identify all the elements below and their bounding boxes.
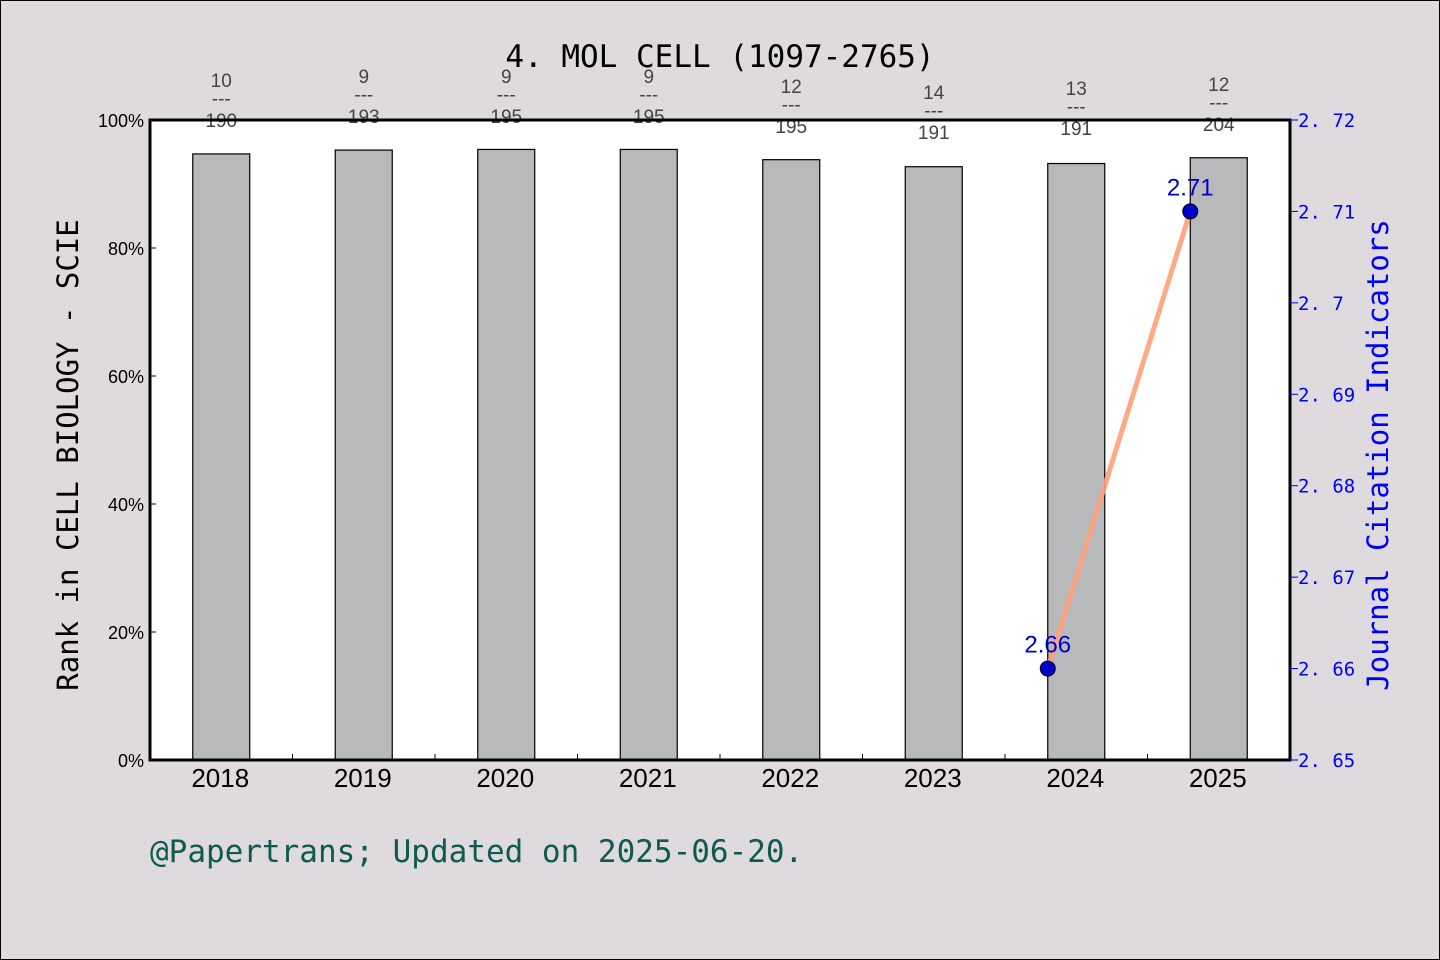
jci-marker-2025	[1182, 203, 1199, 220]
x-tick-label: 2018	[191, 763, 249, 793]
jci-value-label: 2.71	[1167, 174, 1214, 201]
y-axis-label-left: Rank in CELL BIOLOGY - SCIE	[51, 219, 85, 690]
x-tick-label: 2025	[1189, 763, 1247, 793]
bar-2018	[192, 153, 251, 761]
y-tick-label: 0%	[118, 751, 144, 771]
rank-annotation-2019: 9---193	[348, 67, 380, 128]
left-axis: 0% 20% 40% 60% 80% 100%	[98, 111, 156, 771]
y-right-tick-label: 2. 72	[1298, 110, 1355, 132]
rank-annotation-2025: 12---204	[1203, 75, 1235, 136]
svg-text:9: 9	[358, 67, 369, 88]
rank-annotations: 10---1909---1939---1959---19512---19514-…	[205, 67, 1235, 144]
y-tick-label: 60%	[108, 367, 144, 387]
svg-text:195: 195	[775, 117, 807, 138]
svg-text:---: ---	[782, 95, 801, 116]
x-tick-label: 2020	[476, 763, 534, 793]
y-tick-label: 20%	[108, 623, 144, 643]
svg-text:14: 14	[923, 83, 945, 104]
svg-text:191: 191	[1060, 119, 1092, 140]
svg-text:12: 12	[1208, 75, 1229, 96]
x-tick-label: 2021	[619, 763, 677, 793]
svg-text:---: ---	[497, 85, 516, 106]
svg-text:204: 204	[1203, 115, 1235, 136]
svg-text:---: ---	[354, 85, 373, 106]
y-tick-label: 40%	[108, 495, 144, 515]
svg-text:9: 9	[643, 67, 654, 88]
x-tick-label: 2022	[761, 763, 819, 793]
bar-2023	[904, 166, 963, 761]
y-axis-label-right: Journal Citation Indicators	[1361, 219, 1395, 690]
y-tick-label: 100%	[98, 111, 144, 131]
y-right-tick-label: 2. 65	[1298, 750, 1355, 772]
rank-annotation-2020: 9---195	[490, 67, 522, 128]
bar-series	[192, 148, 1248, 761]
svg-text:195: 195	[633, 107, 665, 128]
y-right-tick-label: 2. 7	[1298, 293, 1344, 315]
footer-credit: @Papertrans; Updated on 2025-06-20.	[150, 834, 804, 870]
svg-text:---: ---	[924, 101, 943, 122]
jci-line	[1045, 210, 1193, 670]
rank-annotation-2018: 10---190	[205, 71, 237, 132]
svg-text:191: 191	[918, 123, 950, 144]
svg-text:---: ---	[1209, 93, 1228, 114]
svg-text:13: 13	[1066, 79, 1087, 100]
rank-annotation-2023: 14---191	[918, 83, 950, 144]
right-axis: 2. 65 2. 66 2. 67 2. 68 2. 69 2. 7 2. 71 2. 72	[1290, 110, 1355, 772]
rank-annotation-2021: 9---195	[633, 67, 665, 128]
y-right-tick-label: 2. 67	[1298, 567, 1355, 589]
bar-2019	[334, 149, 393, 761]
svg-text:195: 195	[490, 107, 522, 128]
y-right-tick-label: 2. 69	[1298, 384, 1355, 406]
rank-annotation-2024: 13---191	[1060, 79, 1092, 140]
rank-annotation-2022: 12---195	[775, 77, 807, 138]
y-tick-label: 80%	[108, 239, 144, 259]
jci-marker-2024	[1039, 660, 1056, 677]
x-tick-label: 2019	[334, 763, 392, 793]
svg-text:---: ---	[1067, 97, 1086, 118]
bar-2022	[762, 159, 821, 761]
bar-2021	[619, 148, 678, 761]
x-tick-label: 2023	[904, 763, 962, 793]
x-tick-label: 2024	[1046, 763, 1104, 793]
svg-text:9: 9	[501, 67, 512, 88]
bar-2025	[1189, 157, 1248, 761]
chart-title: 4. MOL CELL (1097-2765)	[505, 39, 934, 75]
bar-2020	[477, 148, 536, 761]
svg-text:193: 193	[348, 107, 380, 128]
svg-text:12: 12	[781, 77, 802, 98]
bar-2024	[1047, 162, 1106, 761]
svg-text:10: 10	[211, 71, 232, 92]
svg-text:---: ---	[639, 85, 658, 106]
y-right-tick-label: 2. 71	[1298, 201, 1355, 223]
y-right-tick-label: 2. 68	[1298, 476, 1355, 498]
jci-value-label: 2.66	[1024, 632, 1071, 659]
jci-line-series: 2.66 2.71	[1024, 174, 1214, 677]
x-axis: 2018 2019 2020 2021 2022 2023 2024 2025	[191, 754, 1247, 793]
y-right-tick-label: 2. 66	[1298, 659, 1355, 681]
svg-text:---: ---	[212, 89, 231, 110]
